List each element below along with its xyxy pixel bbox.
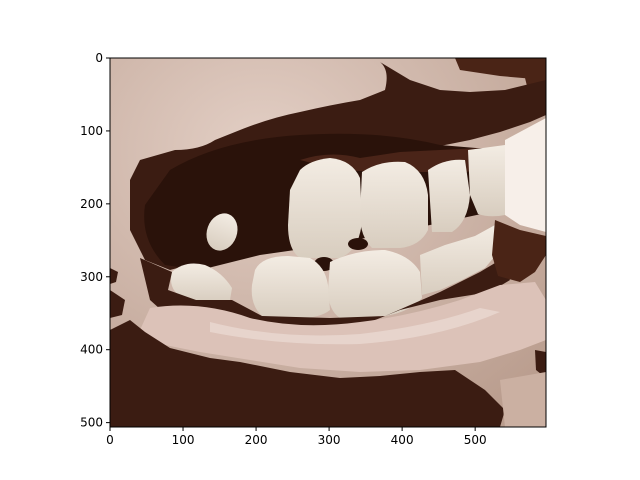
x-tick-label: 0 xyxy=(106,433,114,447)
x-axis: 0 100 200 300 400 500 xyxy=(106,427,487,447)
y-axis: 0 100 200 300 400 500 xyxy=(80,51,110,430)
x-tick-label: 300 xyxy=(318,433,341,447)
y-tick-label: 0 xyxy=(95,51,103,65)
y-tick-label: 200 xyxy=(80,197,103,211)
y-tick-label: 400 xyxy=(80,343,103,357)
x-tick-label: 500 xyxy=(464,433,487,447)
y-tick-label: 300 xyxy=(80,270,103,284)
x-tick-label: 200 xyxy=(245,433,268,447)
y-tick-label: 100 xyxy=(80,124,103,138)
axes-frame xyxy=(109,57,547,428)
x-tick-label: 400 xyxy=(391,433,414,447)
x-tick-label: 100 xyxy=(172,433,195,447)
y-tick-label: 500 xyxy=(80,416,103,430)
mouth-photo xyxy=(110,58,546,427)
